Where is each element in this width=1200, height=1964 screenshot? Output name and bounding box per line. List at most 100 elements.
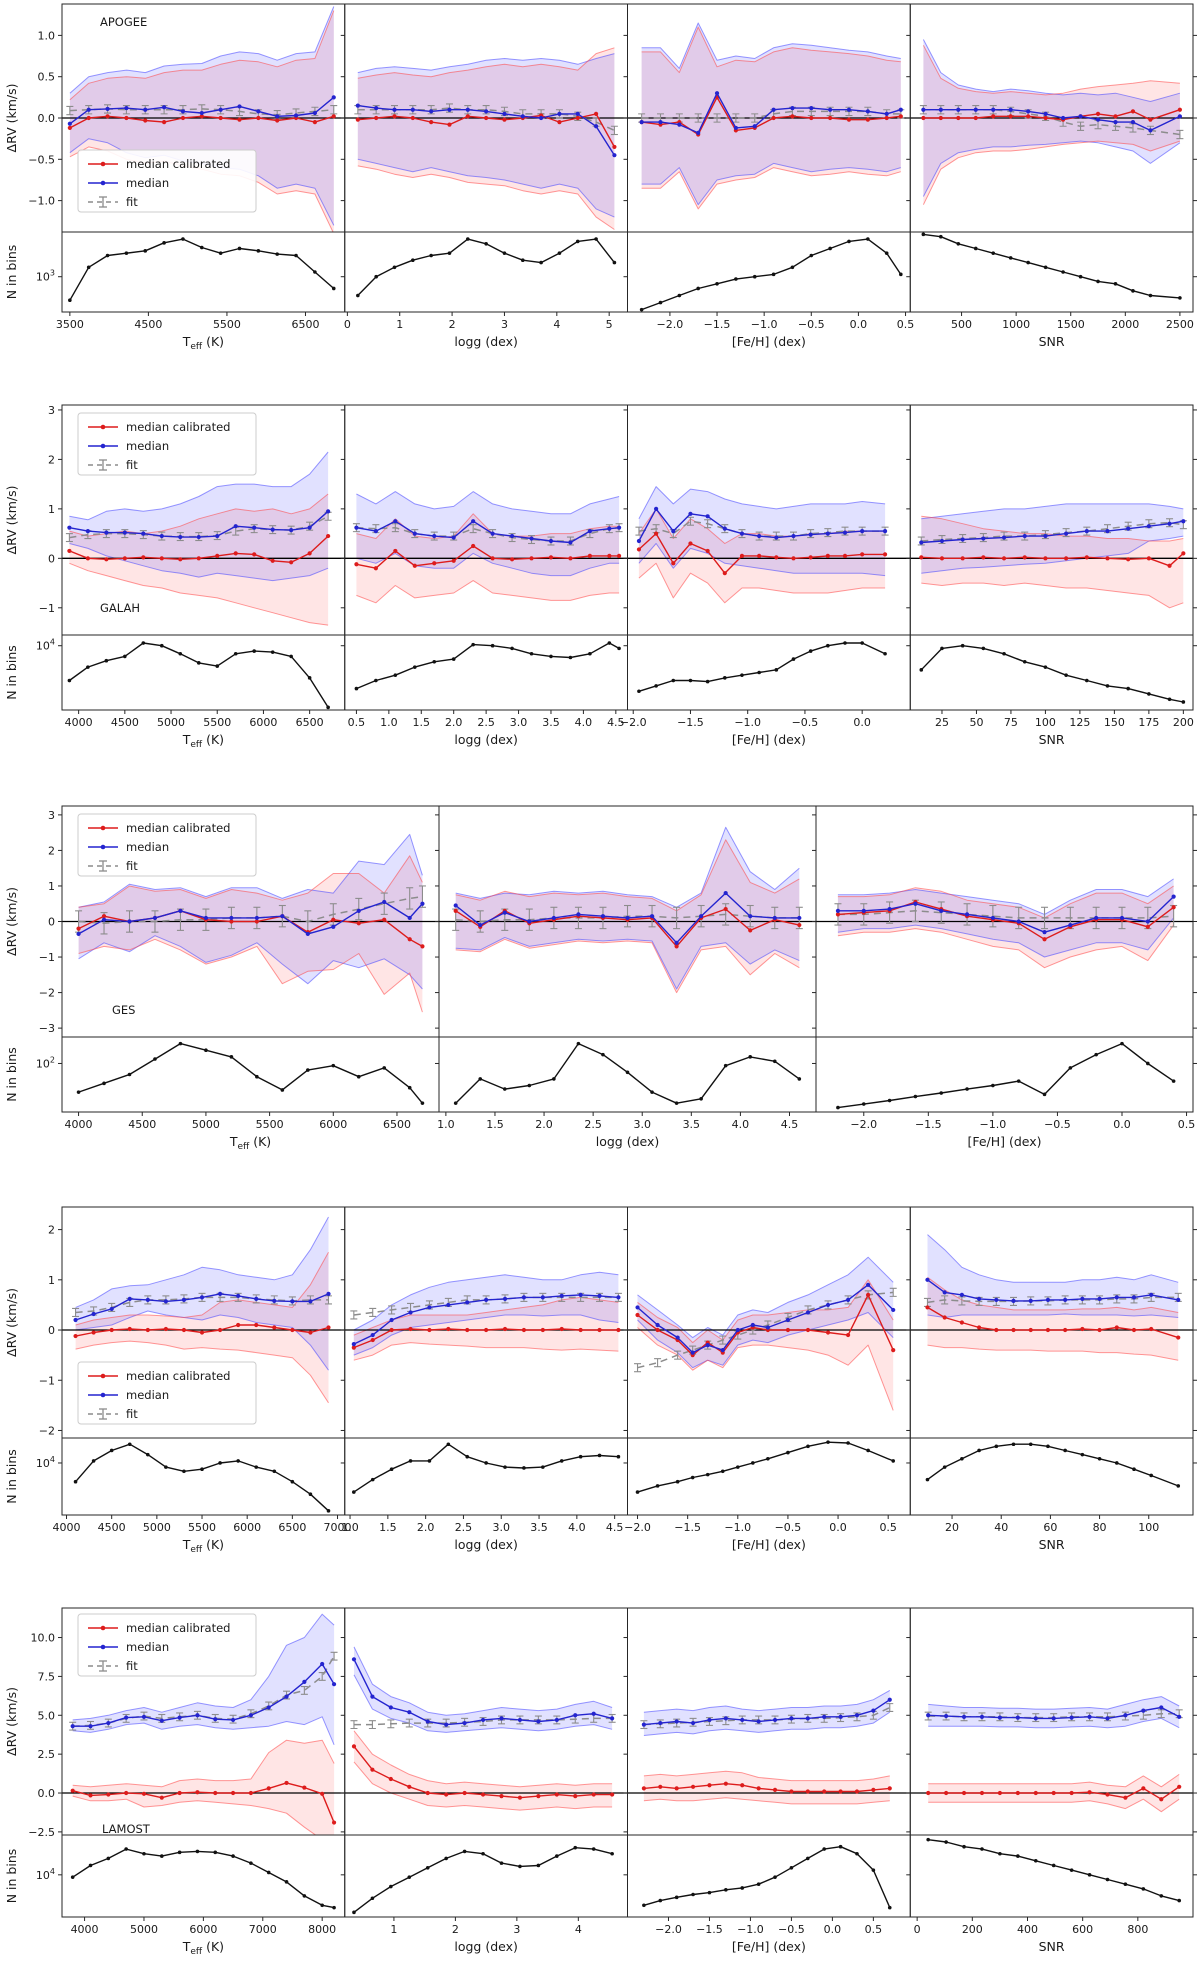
median-calibrated-point bbox=[484, 115, 489, 121]
median-point bbox=[720, 1348, 725, 1353]
median-calibrated-point bbox=[1001, 556, 1007, 561]
y-axis-title-main: ΔRV (km/s) bbox=[4, 486, 19, 555]
median-point bbox=[835, 908, 841, 913]
hist-point bbox=[481, 1851, 485, 1856]
median-calibrated-point bbox=[536, 1794, 541, 1799]
hist-point bbox=[828, 246, 832, 251]
median-calibrated-point bbox=[1176, 1335, 1181, 1340]
x-tick-label: 1.0 bbox=[341, 1521, 359, 1534]
legend-label: median bbox=[126, 176, 169, 190]
median-calibrated-point bbox=[141, 1791, 147, 1796]
band-edge-red-lower bbox=[837, 924, 1175, 969]
median-calibrated-point bbox=[1097, 1327, 1102, 1333]
median-calibrated-point bbox=[688, 541, 693, 546]
hist-point bbox=[1051, 1863, 1056, 1868]
hist-point bbox=[178, 1041, 183, 1046]
median-point bbox=[865, 109, 870, 114]
hist-point bbox=[105, 253, 110, 258]
x-tick-label: 1000 bbox=[1002, 318, 1030, 331]
median-calibrated-point bbox=[956, 115, 961, 121]
median-point bbox=[1131, 1295, 1137, 1300]
median-calibrated-point bbox=[959, 1320, 964, 1325]
median-calibrated-point bbox=[846, 117, 852, 122]
x-tick-label: −1.5 bbox=[915, 1118, 942, 1131]
median-point bbox=[331, 1682, 337, 1687]
median-point bbox=[1167, 521, 1172, 526]
x-tick-label: 2 bbox=[449, 318, 456, 331]
band-edge-blue-lower bbox=[72, 1716, 335, 1745]
median-point bbox=[939, 908, 944, 913]
median-calibrated-point bbox=[635, 1312, 640, 1318]
hist-point bbox=[588, 651, 592, 656]
x-tick-label: 4500 bbox=[128, 1118, 156, 1131]
band-edge-blue-lower bbox=[837, 917, 1174, 958]
median-point bbox=[389, 1317, 394, 1323]
hist-point bbox=[374, 678, 378, 683]
median-calibrated-point bbox=[85, 556, 90, 561]
median-calibrated-point bbox=[944, 1790, 949, 1796]
median-calibrated-point bbox=[805, 1327, 811, 1333]
x-axis-title: [Fe/H] (dex) bbox=[732, 732, 806, 747]
median-point bbox=[825, 531, 830, 536]
main-panel-snr bbox=[910, 503, 1193, 609]
median-point bbox=[462, 1720, 467, 1726]
scatter-band-blue bbox=[356, 491, 620, 576]
median-point bbox=[181, 1297, 187, 1303]
y-axis-title-main: ΔRV (km/s) bbox=[4, 84, 19, 153]
band-edge-red-upper bbox=[928, 1773, 1180, 1788]
x-tick-label: 5 bbox=[606, 318, 613, 331]
hist-point bbox=[1148, 293, 1153, 298]
median-point bbox=[284, 1694, 289, 1699]
hist-y-tick-label: 104 bbox=[36, 638, 55, 653]
x-tick-label: 400 bbox=[1017, 1923, 1038, 1936]
legend-box bbox=[77, 813, 257, 877]
median-calibrated-point bbox=[290, 1327, 295, 1333]
hist-point bbox=[478, 1077, 483, 1081]
median-point bbox=[790, 105, 795, 111]
x-tick-label: 6000 bbox=[189, 1923, 217, 1936]
median-point bbox=[177, 1715, 182, 1720]
hist-point bbox=[1087, 1873, 1092, 1877]
hist-point bbox=[539, 260, 543, 265]
median-point bbox=[484, 1297, 489, 1303]
hist-point bbox=[921, 232, 926, 237]
median-calibrated-point bbox=[1146, 556, 1151, 561]
scatter-band-red bbox=[637, 1279, 894, 1411]
hist-point bbox=[601, 1052, 605, 1057]
hist-point bbox=[557, 251, 562, 255]
x-tick-label: 2.0 bbox=[417, 1521, 435, 1534]
median-point bbox=[218, 107, 223, 112]
band-edge-red-upper bbox=[357, 47, 615, 79]
scatter-band-blue bbox=[78, 834, 423, 989]
median-calibrated-point bbox=[432, 561, 437, 566]
median-point bbox=[145, 1297, 150, 1303]
y-tick-label: −2 bbox=[39, 1424, 55, 1437]
median-point bbox=[162, 105, 167, 110]
y-axis-title-hist: N in bins bbox=[4, 245, 19, 300]
legend: median calibrated median fit bbox=[77, 1361, 257, 1425]
hist-point bbox=[106, 1856, 111, 1861]
x-tick-label: 1 bbox=[396, 318, 403, 331]
median-point bbox=[846, 107, 852, 112]
median-point bbox=[1084, 529, 1089, 534]
hist-point bbox=[925, 1477, 930, 1482]
hist-panel bbox=[352, 1845, 614, 1915]
median-calibrated-point bbox=[484, 1327, 489, 1333]
hist-point bbox=[389, 1884, 393, 1889]
hist-point bbox=[884, 251, 889, 255]
median-calibrated-point bbox=[1064, 556, 1069, 561]
x-tick-label: 50 bbox=[969, 716, 983, 729]
hist-point bbox=[331, 286, 336, 291]
hist-point bbox=[502, 251, 507, 255]
median-point bbox=[791, 533, 796, 539]
hist-point bbox=[320, 1903, 324, 1908]
median-point bbox=[805, 1310, 811, 1315]
median-point bbox=[1015, 1715, 1020, 1720]
median-calibrated-point bbox=[453, 908, 458, 913]
median-calibrated-point bbox=[828, 115, 833, 121]
y-tick-label: 0 bbox=[48, 916, 55, 929]
band-edge-red-lower bbox=[78, 938, 423, 1013]
hist-panel-border bbox=[909, 1834, 1194, 1918]
hist-point bbox=[444, 1856, 448, 1861]
median-calibrated-point bbox=[822, 1789, 827, 1794]
